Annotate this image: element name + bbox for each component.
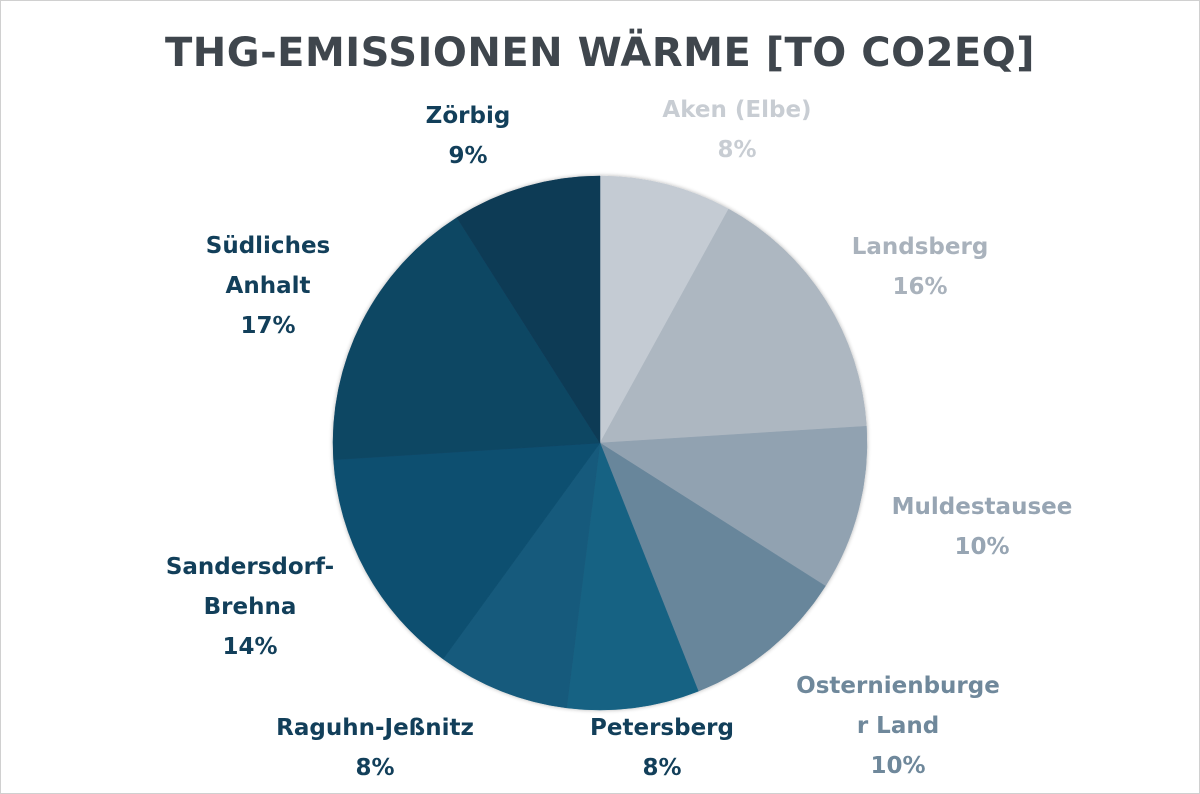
slice-label: Südliches Anhalt 17% [206, 226, 330, 346]
slice-label: Petersberg 8% [590, 708, 734, 788]
chart-title: THG-EMISSIONEN WÄRME [TO CO2EQ] [164, 30, 1036, 76]
slice-label: Zörbig 9% [426, 96, 511, 176]
slice-label-name: Anhalt [225, 273, 311, 299]
slice-label: Aken (Elbe) 8% [662, 90, 811, 170]
pie-slice-petersberg [566, 442, 699, 711]
slice-label-name: Osternienburge [796, 673, 1000, 699]
pie-slice-sandersdorf-brehna [333, 442, 601, 660]
slice-label-name: Sandersdorf- [165, 554, 335, 580]
slice-label-percent: 10% [954, 534, 1010, 560]
slice-label: Raguhn-Jeßnitz 8% [276, 708, 474, 788]
slice-label-name: Petersberg [590, 715, 734, 741]
slice-label-percent: 10% [870, 753, 926, 779]
slice-label-name: Muldestausee [891, 494, 1073, 520]
slice-label-percent: 17% [240, 313, 296, 339]
slice-label-percent: 14% [222, 634, 278, 660]
slice-label-percent: 8% [355, 755, 395, 781]
slice-label: Osternienburge r Land 10% [796, 666, 1000, 786]
slice-label-percent: 9% [448, 143, 488, 169]
pie-slice-südliches-anhalt [332, 217, 601, 461]
slice-label-name: Brehna [203, 594, 297, 620]
slice-label: Muldestausee 10% [892, 487, 1073, 567]
slice-label-name: Landsberg [851, 234, 989, 260]
pie-slice-zörbig [456, 175, 601, 444]
pie-slice-osternienburger-land [599, 442, 826, 692]
slice-label-name: Aken (Elbe) [662, 97, 812, 123]
slice-label-percent: 16% [892, 274, 948, 300]
pie-slice-muldestausee [599, 425, 868, 587]
pie-slice-aken-elbe- [599, 175, 729, 444]
slice-label-name: Raguhn-Jeßnitz [276, 715, 474, 741]
slice-label-percent: 8% [642, 755, 682, 781]
slice-label: Sandersdorf- Brehna 14% [166, 547, 334, 667]
pie-slice-landsberg [599, 208, 867, 444]
slice-label-name: Südliches [205, 233, 331, 259]
slice-label-name: Zörbig [425, 103, 511, 129]
pie-slice-raguhn-jeßnitz [442, 442, 601, 709]
slice-label-percent: 8% [717, 137, 757, 163]
slice-label-name: r Land [856, 713, 940, 739]
slice-label: Landsberg 16% [852, 227, 989, 307]
